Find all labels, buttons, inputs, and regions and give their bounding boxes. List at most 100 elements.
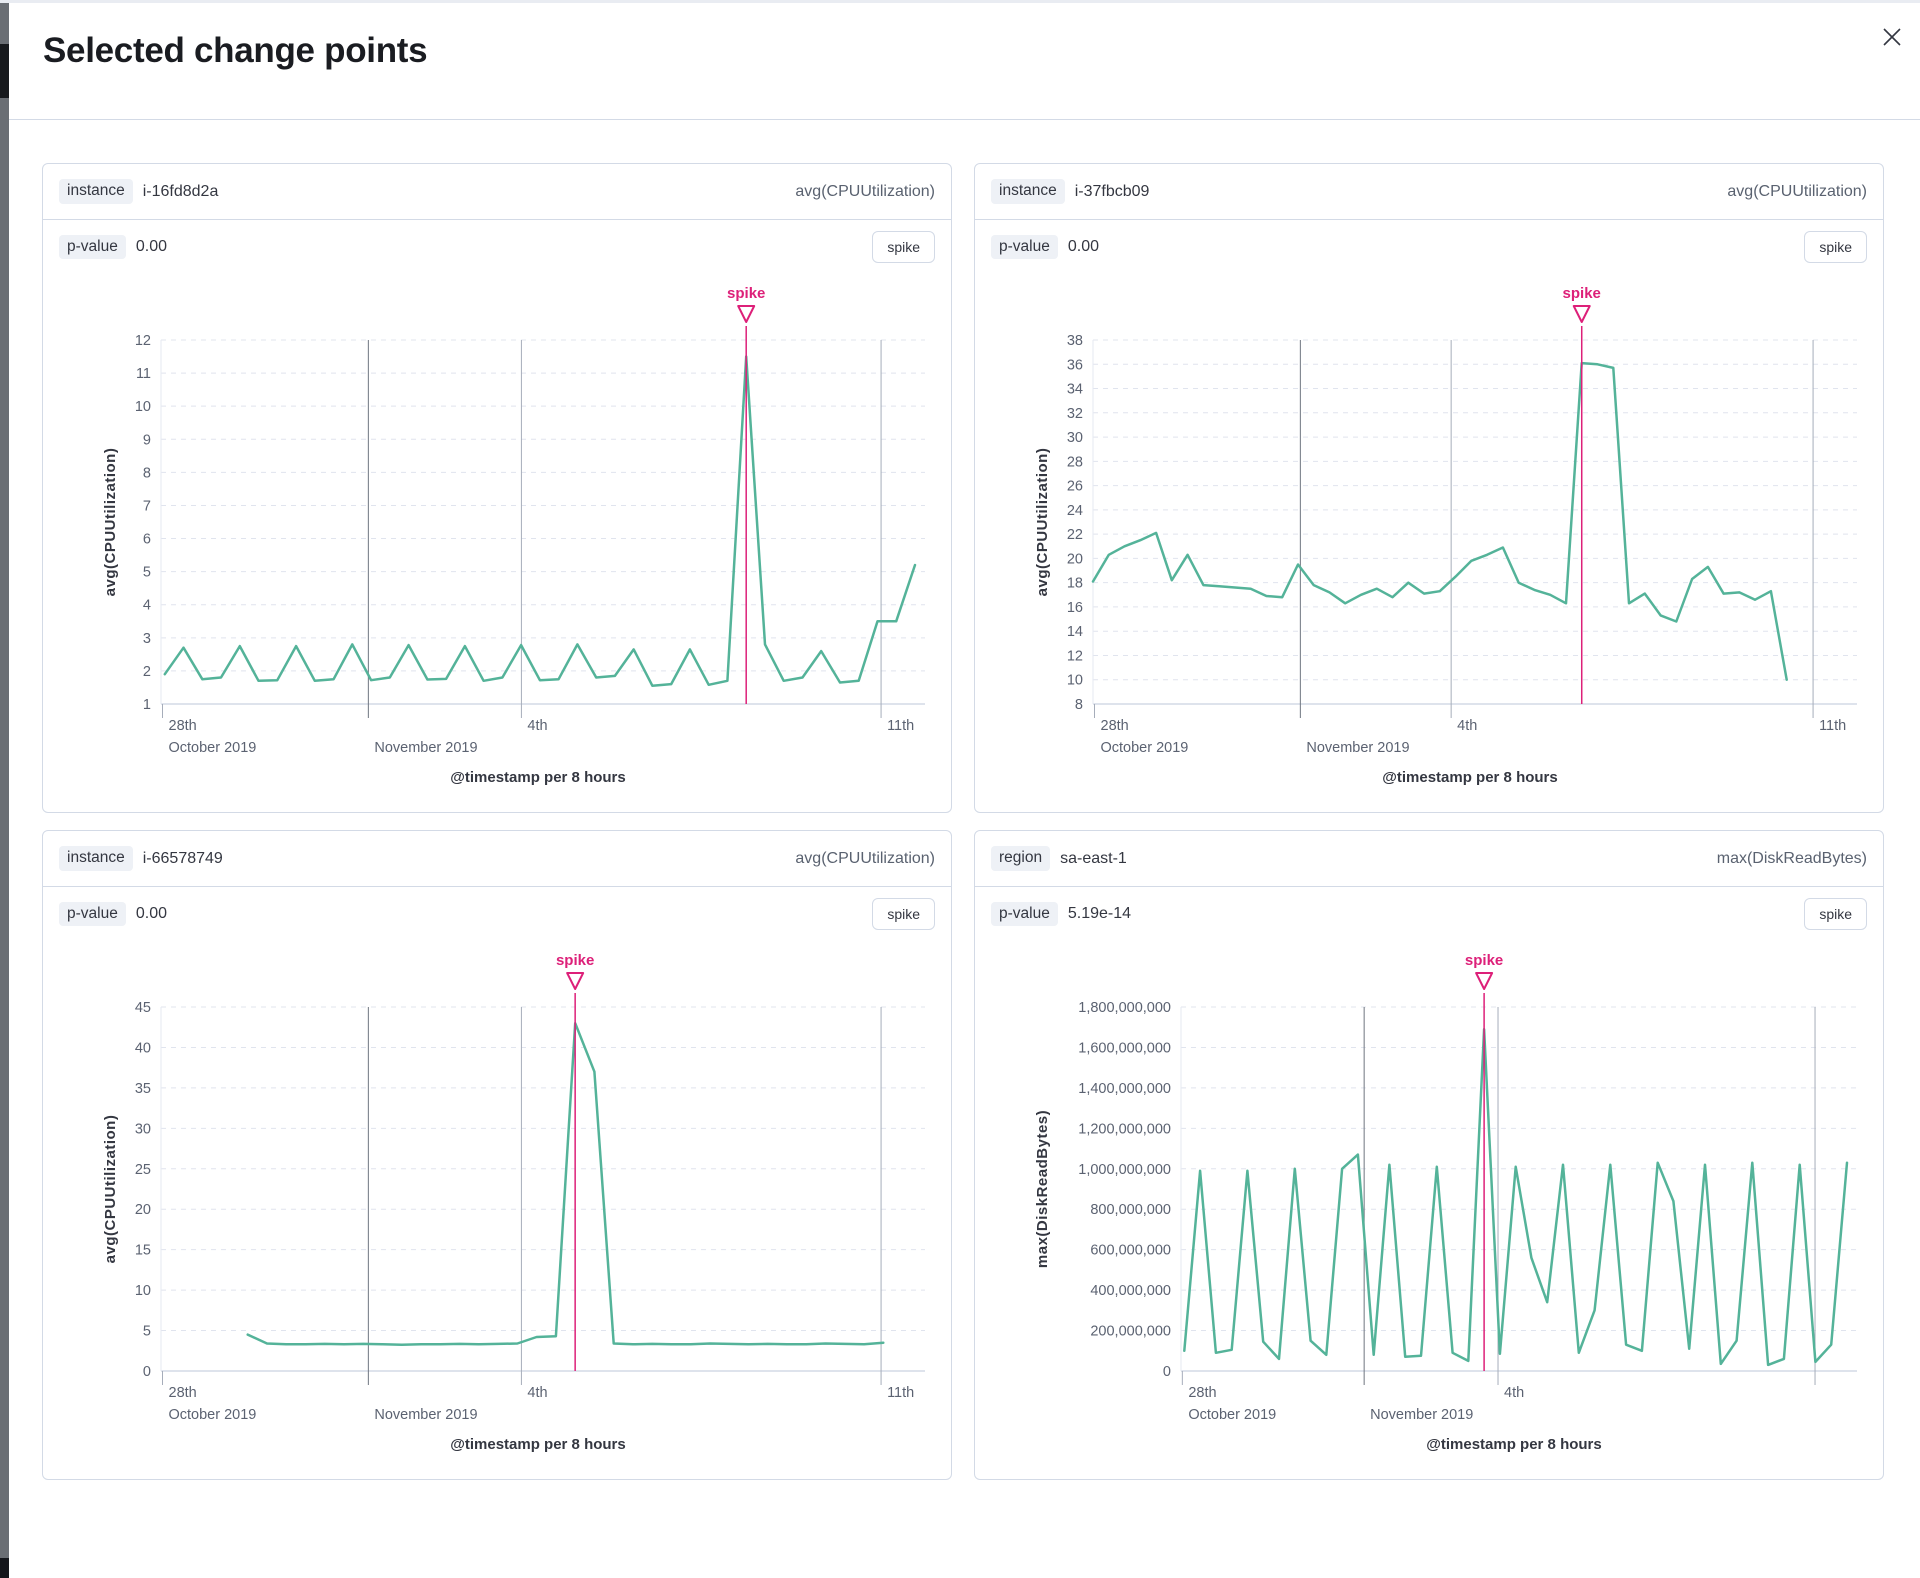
change-point-panels-grid: instance i-16fd8d2a avg(CPUUtilization) …	[42, 163, 1884, 1480]
series-line	[1091, 361, 1788, 681]
close-icon	[1883, 28, 1901, 46]
y-tick-label: 5	[143, 565, 151, 581]
split-field-badge: region	[991, 846, 1051, 871]
panel-pvalue-row: p-value 5.19e-14 spike	[991, 889, 1867, 939]
change-point-panel: region sa-east-1 max(DiskReadBytes) p-va…	[974, 830, 1884, 1480]
close-button[interactable]	[1872, 17, 1912, 57]
x-axis-title: @timestamp per 8 hours	[1382, 769, 1558, 786]
y-tick-label: 36	[1067, 357, 1083, 373]
p-value-badge: p-value	[991, 901, 1058, 927]
backdrop-edge-dark-bottom	[0, 1558, 9, 1578]
y-tick-label: 0	[1163, 1364, 1171, 1380]
x-tick-label-secondary: November 2019	[1306, 740, 1409, 756]
spike-button[interactable]: spike	[1804, 231, 1867, 263]
change-point-panel: instance i-37fbcb09 avg(CPUUtilization) …	[974, 163, 1884, 813]
y-tick-label: 1,600,000,000	[1078, 1040, 1171, 1056]
x-axis-title: @timestamp per 8 hours	[1426, 1436, 1602, 1453]
y-tick-label: 3	[143, 631, 151, 647]
y-tick-label: 6	[143, 532, 151, 548]
y-tick-label: 1	[143, 697, 151, 713]
split-field-group: region sa-east-1	[991, 846, 1127, 871]
split-field-group: instance i-37fbcb09	[991, 179, 1149, 204]
spike-annotation-marker[interactable]	[566, 972, 585, 990]
y-tick-label: 0	[143, 1364, 151, 1380]
x-tick-label-secondary: November 2019	[1370, 1407, 1473, 1423]
p-value: 0.00	[1067, 238, 1099, 255]
y-tick-label: 45	[135, 1000, 151, 1016]
split-field-value: sa-east-1	[1060, 849, 1127, 867]
change-point-chart: 0 5 10 15 20 25 30 35 40 45 28th October 2019 Novemb…	[102, 952, 925, 1453]
p-value-badge: p-value	[59, 234, 126, 260]
y-tick-label: 25	[135, 1162, 151, 1178]
spike-button[interactable]: spike	[872, 898, 935, 930]
y-tick-label: 5	[143, 1324, 151, 1340]
y-tick-label: 30	[135, 1121, 151, 1137]
p-value: 0.00	[135, 238, 167, 255]
spike-annotation-marker[interactable]	[737, 305, 756, 323]
y-tick-label: 1,200,000,000	[1078, 1121, 1171, 1137]
y-tick-label: 12	[1067, 648, 1083, 664]
y-tick-label: 400,000,000	[1090, 1283, 1171, 1299]
y-tick-label: 1,000,000,000	[1078, 1162, 1171, 1178]
y-tick-label: 9	[143, 432, 151, 448]
metric-label: avg(CPUUtilization)	[795, 849, 935, 867]
y-tick-label: 7	[143, 498, 151, 514]
x-tick-label: 11th	[1819, 718, 1846, 734]
spike-button[interactable]: spike	[1804, 898, 1867, 930]
x-tick-label: 4th	[527, 718, 547, 734]
split-field-value: i-66578749	[142, 849, 223, 867]
panel-title-row: instance i-16fd8d2a avg(CPUUtilization)	[43, 164, 951, 220]
split-field-badge: instance	[991, 179, 1065, 204]
spike-button[interactable]: spike	[872, 231, 935, 263]
spike-annotation-marker[interactable]	[1572, 305, 1591, 323]
modal-title: Selected change points	[43, 31, 428, 70]
y-tick-label: 1,800,000,000	[1078, 1000, 1171, 1016]
y-tick-label: 16	[1067, 600, 1083, 616]
y-tick-label: 10	[135, 399, 151, 415]
spike-annotation-label: spike	[1563, 285, 1601, 302]
y-tick-label: 32	[1067, 406, 1083, 422]
x-tick-label: 4th	[1457, 718, 1477, 734]
p-value-group: p-value 0.00	[991, 234, 1099, 260]
page-top-strip	[0, 0, 1920, 3]
p-value: 5.19e-14	[1067, 905, 1132, 922]
change-point-chart: 8 10 12 14 16 18 20 22 24 26 28 30 32 34 36 38 28th Octob…	[1034, 285, 1857, 786]
spike-annotation-label: spike	[1465, 952, 1503, 969]
x-tick-label: 28th	[169, 718, 197, 734]
backdrop-edge-dark	[0, 44, 9, 98]
x-tick-label: 28th	[169, 1385, 197, 1401]
split-field-badge: instance	[59, 846, 133, 871]
y-tick-label: 18	[1067, 576, 1083, 592]
y-tick-label: 8	[1075, 697, 1083, 713]
x-tick-label-secondary: October 2019	[1101, 740, 1189, 756]
y-axis-title: avg(CPUUtilization)	[102, 1115, 119, 1264]
modal-header: Selected change points	[9, 3, 1920, 120]
y-tick-label: 38	[1067, 333, 1083, 349]
y-tick-label: 30	[1067, 430, 1083, 446]
panel-title-row: region sa-east-1 max(DiskReadBytes)	[975, 831, 1883, 887]
series-line	[163, 355, 917, 688]
panel-pvalue-row: p-value 0.00 spike	[59, 222, 935, 272]
y-tick-label: 14	[1067, 624, 1083, 640]
panel-pvalue-row: p-value 0.00 spike	[59, 889, 935, 939]
y-tick-label: 28	[1067, 454, 1083, 470]
panel-pvalue-row: p-value 0.00 spike	[991, 222, 1867, 272]
metric-label: avg(CPUUtilization)	[1727, 182, 1867, 200]
x-tick-label-secondary: October 2019	[169, 1407, 257, 1423]
y-tick-label: 1,400,000,000	[1078, 1081, 1171, 1097]
metric-label: max(DiskReadBytes)	[1716, 849, 1867, 867]
p-value-group: p-value 0.00	[59, 234, 167, 260]
y-tick-label: 10	[135, 1283, 151, 1299]
y-tick-label: 40	[135, 1040, 151, 1056]
change-point-chart: 0 200,000,000 400,000,000 600,000,000 800,00…	[1034, 952, 1857, 1453]
y-tick-label: 600,000,000	[1090, 1243, 1171, 1259]
split-field-group: instance i-16fd8d2a	[59, 179, 218, 204]
y-axis-title: avg(CPUUtilization)	[102, 448, 119, 597]
x-tick-label: 11th	[887, 718, 914, 734]
spike-annotation-marker[interactable]	[1475, 972, 1494, 990]
y-tick-label: 22	[1067, 527, 1083, 543]
y-axis-title: max(DiskReadBytes)	[1034, 1110, 1051, 1268]
panel-title-row: instance i-66578749 avg(CPUUtilization)	[43, 831, 951, 887]
y-tick-label: 8	[143, 465, 151, 481]
